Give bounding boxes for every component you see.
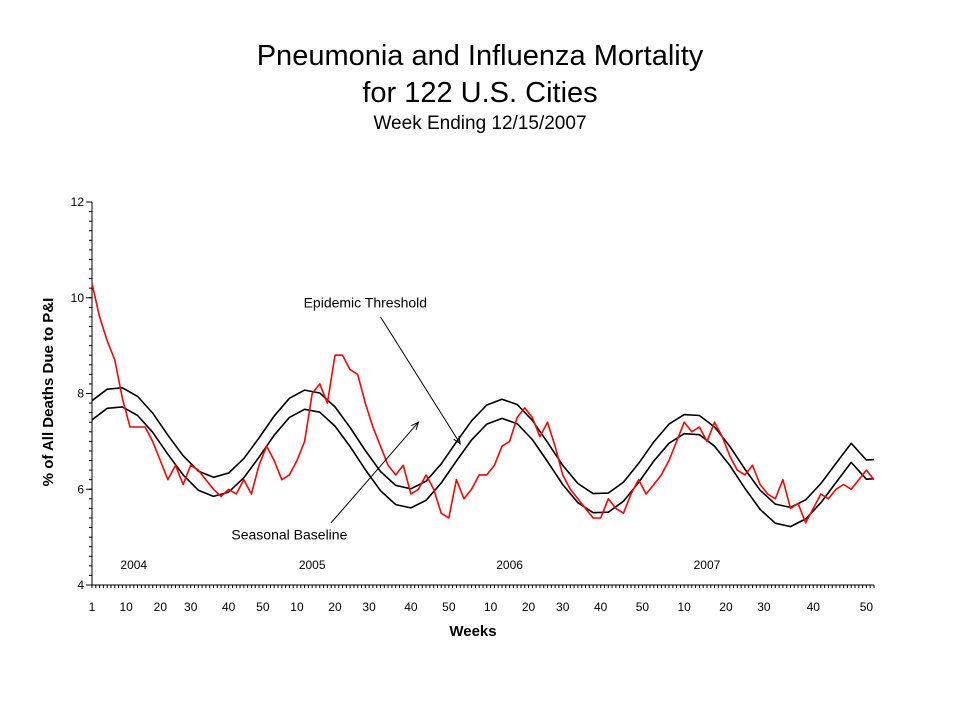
x-tick-label: 20: [522, 600, 536, 614]
y-tick-label: 8: [77, 387, 84, 401]
x-tick-label: 40: [404, 600, 418, 614]
x-axis-label: Weeks: [449, 623, 496, 640]
axes: 4 6 8 10 12 1 10 20 30 40 50 10 20 30 40 50 10 20 30 40 50 10…: [71, 195, 875, 614]
x-tick-label: 50: [860, 600, 874, 614]
x-tick-label: 10: [678, 600, 692, 614]
chart-title-line-1: Pneumonia and Influenza Mortality: [256, 40, 704, 72]
y-tick-label: 12: [71, 195, 85, 209]
annotations: Epidemic Threshold Seasonal Baseline: [231, 294, 461, 543]
x-tick-label: 40: [222, 600, 236, 614]
annotation-arrow-epidemic-threshold: [380, 316, 461, 445]
chart-subtitle: Week Ending 12/15/2007: [373, 113, 587, 134]
x-tick-label: 30: [556, 600, 570, 614]
chart-title-block: Pneumonia and Influenza Mortality for 12…: [0, 38, 960, 136]
year-label: 2006: [496, 558, 523, 572]
series-line-observed-p-i: [91, 283, 875, 524]
y-tick-label: 10: [71, 291, 85, 305]
x-tick-label: 30: [184, 600, 198, 614]
series-lines: [91, 283, 875, 528]
x-tick-label: 30: [757, 600, 771, 614]
x-tick-label: 50: [256, 600, 270, 614]
y-axis-label: % of All Deaths Due to P&I: [40, 298, 57, 487]
x-tick-label: 10: [119, 600, 133, 614]
series-line-epidemic-threshold: [91, 386, 875, 509]
x-tick-label: 50: [442, 600, 456, 614]
annotation-arrow-seasonal-baseline: [330, 421, 419, 524]
series-line-seasonal-baseline: [91, 406, 875, 528]
x-tick-label: 20: [154, 600, 168, 614]
chart-title-line-2: for 122 U.S. Cities: [362, 77, 598, 109]
x-tick-label: 30: [362, 600, 376, 614]
x-tick-label: 10: [290, 600, 304, 614]
annotation-arrowhead-epidemic-threshold: [453, 435, 461, 445]
annotation-label-seasonal-baseline: Seasonal Baseline: [231, 527, 347, 543]
year-label: 2007: [694, 558, 721, 572]
year-label: 2004: [120, 558, 147, 572]
annotation-label-epidemic-threshold: Epidemic Threshold: [304, 294, 427, 310]
x-tick-label: 20: [719, 600, 733, 614]
x-tick-label: 40: [807, 600, 821, 614]
x-tick-label: 20: [328, 600, 342, 614]
x-tick-label: 10: [484, 600, 498, 614]
y-tick-label: 6: [77, 482, 84, 496]
x-tick-label: 50: [636, 600, 650, 614]
x-tick-label: 40: [594, 600, 608, 614]
year-label: 2005: [299, 558, 326, 572]
y-tick-label: 4: [77, 578, 84, 592]
x-tick-label: 1: [89, 600, 96, 614]
annotation-arrowhead-seasonal-baseline: [411, 421, 420, 430]
